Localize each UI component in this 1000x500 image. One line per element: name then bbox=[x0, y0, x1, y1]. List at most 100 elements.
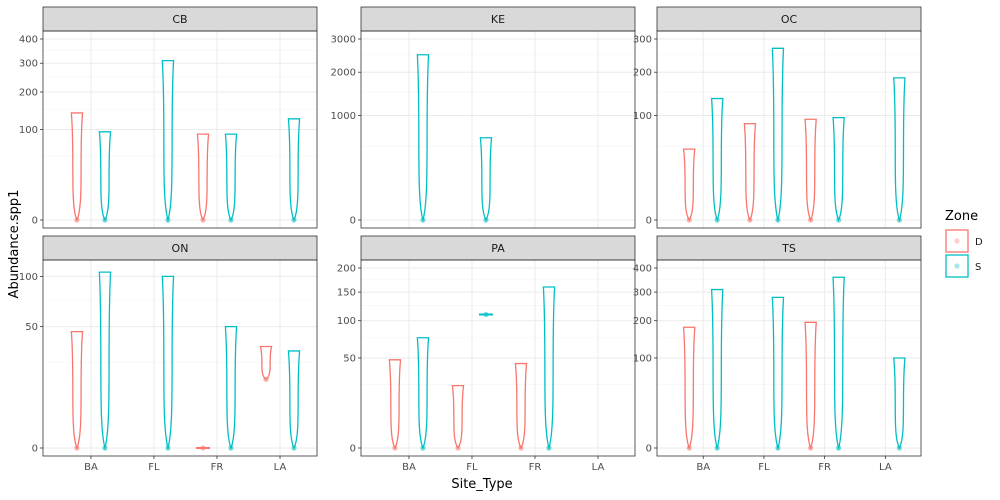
data-point bbox=[102, 445, 108, 451]
x-tick-label: FR bbox=[529, 462, 542, 473]
legend-key-s bbox=[945, 254, 969, 278]
violin-oc-ba-d bbox=[682, 148, 696, 222]
data-point bbox=[836, 217, 842, 223]
y-tick-label: 0 bbox=[646, 216, 652, 227]
y-tick-label: 0 bbox=[350, 216, 356, 227]
x-tick-label: LA bbox=[274, 462, 287, 473]
data-point bbox=[74, 217, 80, 223]
data-point bbox=[518, 445, 524, 451]
y-tick-label: 1000 bbox=[331, 111, 356, 122]
violin-ts-fr-s bbox=[832, 276, 845, 451]
data-point bbox=[263, 376, 269, 382]
y-tick-label: 200 bbox=[633, 68, 652, 79]
y-tick-label: 0 bbox=[350, 444, 356, 455]
violin-on-ba-d bbox=[70, 330, 84, 450]
violin-oc-fl-s bbox=[771, 47, 785, 223]
facet-panel-ts: TS 0 100 200 300 400 BA FL FR LA bbox=[633, 235, 922, 473]
facet-strip-label: PA bbox=[491, 242, 505, 255]
violin-ts-fr-d bbox=[804, 321, 817, 450]
data-point bbox=[228, 217, 234, 223]
facet-panel-cb: CB 0 100 200 300 400 bbox=[19, 6, 318, 229]
x-tick-label: LA bbox=[879, 462, 892, 473]
facet-panel-oc: OC 0 100 200 300 bbox=[633, 6, 922, 229]
facet-strip-label: KE bbox=[491, 13, 505, 26]
y-tick-label: 200 bbox=[337, 264, 356, 275]
y-tick-label: 2000 bbox=[331, 68, 356, 79]
x-axis-title: Site_Type bbox=[451, 477, 512, 492]
y-tick-label: 3000 bbox=[331, 35, 356, 46]
y-tick-label: 0 bbox=[32, 444, 38, 455]
violin-pa-fr-s bbox=[542, 286, 556, 451]
x-tick-label: BA bbox=[402, 462, 416, 473]
legend: Zone D S bbox=[945, 209, 983, 278]
data-point bbox=[896, 445, 902, 451]
data-point bbox=[165, 217, 171, 223]
x-tick-label: LA bbox=[592, 462, 605, 473]
y-tick-label: 100 bbox=[633, 111, 652, 122]
facet-strip-label: OC bbox=[781, 13, 798, 26]
y-axis-title: Abundance.spp1 bbox=[7, 190, 22, 299]
x-tick-label: BA bbox=[696, 462, 710, 473]
violin-cb-ba-s bbox=[98, 131, 112, 222]
data-point bbox=[714, 217, 720, 223]
y-tick-label: 50 bbox=[343, 354, 356, 365]
data-point bbox=[165, 445, 171, 451]
data-point bbox=[420, 445, 426, 451]
violin-cb-ba-d bbox=[70, 112, 84, 222]
panel-border bbox=[42, 30, 318, 229]
violin-oc-fr-s bbox=[832, 116, 845, 222]
data-point bbox=[714, 445, 720, 451]
y-tick-label: 100 bbox=[337, 316, 356, 327]
y-tick-label: 100 bbox=[633, 354, 652, 365]
data-point bbox=[291, 217, 297, 223]
x-tick-label: FL bbox=[758, 462, 770, 473]
x-tick-label: BA bbox=[84, 462, 98, 473]
data-point bbox=[200, 217, 206, 223]
violin-ts-la-s bbox=[893, 357, 906, 450]
legend-label-s: S bbox=[975, 262, 981, 273]
legend-key-point bbox=[954, 238, 960, 244]
data-point bbox=[775, 445, 781, 451]
y-tick-label: 0 bbox=[32, 216, 38, 227]
y-tick-label: 300 bbox=[19, 59, 38, 70]
facet-strip-label: ON bbox=[172, 242, 189, 255]
legend-title: Zone bbox=[945, 209, 978, 224]
panel-border bbox=[360, 30, 636, 229]
violin-cb-la-s bbox=[287, 118, 301, 222]
violin-ts-ba-s bbox=[710, 288, 724, 451]
violin-cb-fl-s bbox=[161, 60, 175, 223]
y-tick-label: 100 bbox=[19, 125, 38, 136]
violin-oc-la-s bbox=[893, 77, 906, 223]
data-point bbox=[392, 445, 398, 451]
data-point bbox=[896, 217, 902, 223]
facet-strip bbox=[42, 235, 318, 261]
y-tick-label: 400 bbox=[633, 264, 652, 275]
violin-on-fr-s bbox=[224, 325, 238, 450]
x-tick-label: FR bbox=[211, 462, 224, 473]
panel-background bbox=[361, 31, 635, 228]
violin-ts-fl-s bbox=[771, 296, 785, 451]
violin-ke-ba-s bbox=[416, 54, 430, 223]
data-point bbox=[291, 445, 297, 451]
data-point bbox=[808, 217, 814, 223]
violin-ts-ba-d bbox=[682, 326, 696, 450]
facet-panel-on: ON 0 50 100 BA FL FR LA bbox=[19, 235, 318, 473]
data-point bbox=[836, 445, 842, 451]
legend-label-d: D bbox=[975, 237, 983, 248]
y-tick-label: 200 bbox=[633, 316, 652, 327]
panel-background bbox=[43, 260, 317, 456]
panel-border bbox=[656, 259, 922, 457]
data-point bbox=[483, 311, 489, 318]
facet-strip bbox=[360, 235, 636, 261]
facet-strip bbox=[656, 235, 922, 261]
legend-key-d bbox=[945, 229, 969, 253]
violin-ke-fl-s bbox=[479, 137, 493, 222]
violin-pa-ba-d bbox=[388, 359, 402, 450]
y-tick-label: 300 bbox=[633, 35, 652, 46]
data-point bbox=[546, 445, 552, 451]
violin-on-la-d bbox=[259, 345, 273, 381]
violin-pa-fl-d bbox=[451, 384, 465, 450]
panel-border bbox=[656, 30, 922, 229]
facet-strip bbox=[360, 6, 636, 32]
